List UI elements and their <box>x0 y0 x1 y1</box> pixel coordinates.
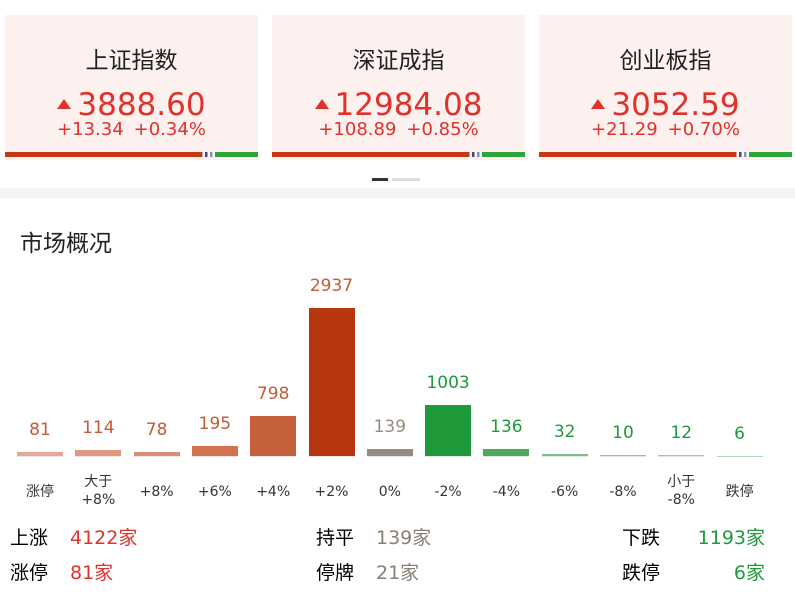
bar <box>250 415 297 456</box>
bar <box>75 450 122 456</box>
section-title: 市场概况 <box>20 231 112 257</box>
index-strip <box>5 152 258 157</box>
x-tick-label: 跌停 <box>725 484 754 500</box>
index-change: +21.29 <box>591 119 658 140</box>
index-value: 3052.59 <box>539 87 792 123</box>
bar-baseline <box>191 456 238 457</box>
index-card: 深证成指 12984.08 +108.89 +0.85% <box>272 15 525 160</box>
x-tick-label: -6% <box>551 484 579 500</box>
summary-label: 下跌 <box>622 527 661 549</box>
summary-label: 上涨 <box>10 527 49 549</box>
separator <box>0 188 795 198</box>
index-value: 12984.08 <box>272 87 525 123</box>
x-tick-label: +6% <box>197 484 232 500</box>
value-label: 798 <box>256 383 290 404</box>
index-name: 上证指数 <box>85 48 178 74</box>
x-tick-label: -8% <box>609 484 637 500</box>
index-card: 上证指数 3888.60 +13.34 +0.34% <box>5 15 258 160</box>
value-label: 1003 <box>426 373 470 394</box>
index-percent: +0.34% <box>133 119 206 140</box>
pager <box>372 178 420 181</box>
bar-baseline <box>541 456 588 457</box>
summary-value: 139家 <box>376 527 432 549</box>
index-strip <box>272 152 525 157</box>
bar-baseline <box>75 456 122 457</box>
index-change-row: +21.29 +0.70% <box>539 119 792 140</box>
bar-baseline <box>600 456 646 457</box>
bar <box>483 449 530 456</box>
index-change-row: +13.34 +0.34% <box>5 119 258 140</box>
summary-label: 涨停 <box>10 562 49 584</box>
bar <box>425 405 472 456</box>
bar <box>191 446 238 456</box>
bar <box>541 454 588 456</box>
x-tick-label: +2% <box>314 484 349 500</box>
index-name: 深证成指 <box>352 48 445 74</box>
summary-value: 81家 <box>70 562 114 584</box>
value-label: 32 <box>553 422 576 443</box>
bar <box>600 455 646 456</box>
bar-baseline <box>250 456 297 457</box>
x-tick-label: -4% <box>492 484 521 500</box>
index-card: 创业板指 3052.59 +21.29 +0.70% <box>539 15 792 160</box>
bar <box>308 308 355 456</box>
index-value: 3888.60 <box>5 87 258 123</box>
x-tick-label: 涨停 <box>26 484 54 500</box>
summary-label: 跌停 <box>622 562 661 584</box>
index-name: 创业板指 <box>619 48 712 74</box>
index-change: +108.89 <box>318 119 397 140</box>
value-label: 139 <box>373 416 407 437</box>
summary-value: 1193家 <box>697 527 765 549</box>
x-tick-label: 0% <box>378 484 401 500</box>
value-label: 10 <box>612 423 634 444</box>
index-change: +13.34 <box>57 119 124 140</box>
bar-baseline <box>483 456 530 457</box>
bar-baseline <box>17 456 63 457</box>
bar-baseline <box>716 456 763 457</box>
bar <box>17 451 63 456</box>
bar <box>366 448 413 456</box>
value-label: 136 <box>490 417 523 438</box>
bar-baseline <box>133 456 180 457</box>
bar-baseline <box>425 456 472 457</box>
summary-value: 4122家 <box>70 527 138 549</box>
summary-label: 持平 <box>316 527 355 549</box>
index-percent: +0.85% <box>406 119 479 140</box>
index-change-row: +108.89 +0.85% <box>272 119 525 140</box>
index-percent: +0.70% <box>667 119 740 140</box>
bar-baseline <box>658 456 705 457</box>
summary-value: 6家 <box>733 562 765 584</box>
x-tick-label: 小于 -8% <box>667 474 696 508</box>
bar-baseline <box>308 456 355 457</box>
value-label: 114 <box>82 418 115 439</box>
x-tick-label: +4% <box>256 484 291 500</box>
x-tick-label: +8% <box>139 484 174 500</box>
value-label: 78 <box>145 420 168 441</box>
value-label: 2937 <box>309 276 354 296</box>
summary-value: 21家 <box>376 562 420 584</box>
value-label: 6 <box>734 423 745 444</box>
summary-label: 停牌 <box>316 562 355 584</box>
bar <box>658 455 705 456</box>
value-label: 195 <box>198 414 232 435</box>
x-tick-label: -2% <box>434 484 462 500</box>
bar-baseline <box>366 456 413 457</box>
value-label: 12 <box>670 423 693 444</box>
value-label: 81 <box>29 419 51 440</box>
index-strip <box>539 152 792 157</box>
x-tick-label: 大于 +8% <box>81 474 116 508</box>
bar <box>133 452 180 456</box>
